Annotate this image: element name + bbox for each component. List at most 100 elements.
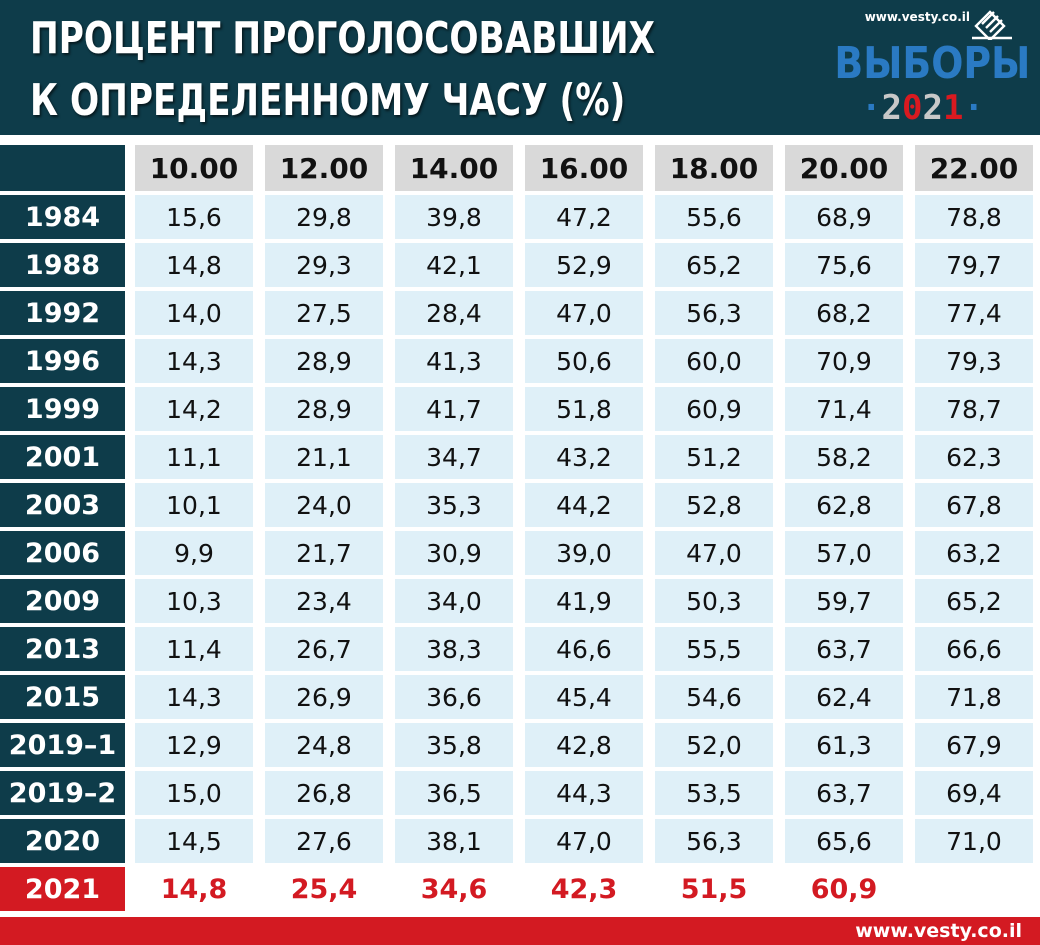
- turnout-cell: 14,0: [135, 289, 253, 335]
- turnout-cell: 68,9: [785, 193, 903, 239]
- year-label: 2019–2: [0, 769, 125, 815]
- turnout-cell: 26,8: [265, 769, 383, 815]
- turnout-cell: 28,9: [265, 385, 383, 431]
- title-line-1: ПРОЦЕНТ ПРОГОЛОСОВАВШИХ: [30, 13, 656, 64]
- turnout-cell: 10,3: [135, 577, 253, 623]
- turnout-cell: 10,1: [135, 481, 253, 527]
- header-banner: ПРОЦЕНТ ПРОГОЛОСОВАВШИХ К ОПРЕДЕЛЕННОМУ …: [0, 0, 1040, 135]
- turnout-cell: 27,5: [265, 289, 383, 335]
- turnout-cell: 60,0: [655, 337, 773, 383]
- turnout-cell: 15,6: [135, 193, 253, 239]
- turnout-cell: 44,2: [525, 481, 643, 527]
- year-label: 2006: [0, 529, 125, 575]
- ballot-box-icon: [972, 10, 1012, 40]
- turnout-cell: 77,4: [915, 289, 1033, 335]
- turnout-cell: 51,2: [655, 433, 773, 479]
- turnout-cell: 35,3: [395, 481, 513, 527]
- logo-year-digit: 0: [902, 88, 923, 128]
- turnout-cell: 65,6: [785, 817, 903, 863]
- title-line-2: К ОПРЕДЕЛЕННОМУ ЧАСУ (%): [30, 75, 626, 126]
- turnout-cell: 14,3: [135, 673, 253, 719]
- turnout-cell: 61,3: [785, 721, 903, 767]
- turnout-cell: 66,6: [915, 625, 1033, 671]
- logo-year-digit: 1: [942, 88, 964, 128]
- turnout-cell: 79,7: [915, 241, 1033, 287]
- turnout-cell: 46,6: [525, 625, 643, 671]
- year-label: 2021: [0, 865, 125, 911]
- turnout-cell: 47,0: [655, 529, 773, 575]
- turnout-cell: 21,7: [265, 529, 383, 575]
- turnout-cell: 29,8: [265, 193, 383, 239]
- turnout-cell: 59,7: [785, 577, 903, 623]
- turnout-cell: 56,3: [655, 817, 773, 863]
- table-corner: [0, 145, 125, 191]
- turnout-cell: 43,2: [525, 433, 643, 479]
- year-label: 2003: [0, 481, 125, 527]
- turnout-cell: 75,6: [785, 241, 903, 287]
- logo-word: ВЫБОРЫ: [834, 38, 1031, 89]
- turnout-cell: 57,0: [785, 529, 903, 575]
- hour-header: 16.00: [525, 145, 643, 191]
- turnout-cell: 65,2: [655, 241, 773, 287]
- turnout-cell: 38,1: [395, 817, 513, 863]
- turnout-cell: 60,9: [785, 865, 903, 911]
- turnout-cell: [915, 865, 1033, 911]
- turnout-cell: 42,8: [525, 721, 643, 767]
- footer-bar: www.vesty.co.il: [0, 917, 1040, 945]
- turnout-cell: 29,3: [265, 241, 383, 287]
- elections-logo: www.vesty.co.il ВЫБОРЫ ·2021·: [820, 6, 1031, 128]
- turnout-cell: 58,2: [785, 433, 903, 479]
- turnout-cell: 39,0: [525, 529, 643, 575]
- turnout-cell: 62,4: [785, 673, 903, 719]
- turnout-cell: 47,0: [525, 817, 643, 863]
- turnout-cell: 12,9: [135, 721, 253, 767]
- turnout-cell: 11,4: [135, 625, 253, 671]
- turnout-cell: 24,0: [265, 481, 383, 527]
- turnout-cell: 14,3: [135, 337, 253, 383]
- turnout-cell: 50,6: [525, 337, 643, 383]
- turnout-cell: 36,6: [395, 673, 513, 719]
- turnout-cell: 30,9: [395, 529, 513, 575]
- year-label: 1988: [0, 241, 125, 287]
- turnout-cell: 26,9: [265, 673, 383, 719]
- turnout-cell: 79,3: [915, 337, 1033, 383]
- turnout-cell: 70,9: [785, 337, 903, 383]
- turnout-cell: 63,2: [915, 529, 1033, 575]
- turnout-cell: 15,0: [135, 769, 253, 815]
- year-label: 1999: [0, 385, 125, 431]
- turnout-cell: 51,8: [525, 385, 643, 431]
- year-label: 2009: [0, 577, 125, 623]
- turnout-cell: 44,3: [525, 769, 643, 815]
- turnout-cell: 28,4: [395, 289, 513, 335]
- turnout-cell: 67,9: [915, 721, 1033, 767]
- turnout-cell: 9,9: [135, 529, 253, 575]
- turnout-cell: 63,7: [785, 769, 903, 815]
- logo-year: ·2021·: [861, 88, 984, 128]
- turnout-cell: 54,6: [655, 673, 773, 719]
- year-label: 1992: [0, 289, 125, 335]
- year-label: 2019–1: [0, 721, 125, 767]
- logo-year-digit: 2: [881, 88, 903, 128]
- turnout-cell: 55,5: [655, 625, 773, 671]
- turnout-cell: 27,6: [265, 817, 383, 863]
- hour-header: 14.00: [395, 145, 513, 191]
- turnout-cell: 21,1: [265, 433, 383, 479]
- turnout-cell: 14,8: [135, 865, 253, 911]
- year-label: 2020: [0, 817, 125, 863]
- turnout-cell: 28,9: [265, 337, 383, 383]
- turnout-cell: 11,1: [135, 433, 253, 479]
- page-title: ПРОЦЕНТ ПРОГОЛОСОВАВШИХ К ОПРЕДЕЛЕННОМУ …: [30, 8, 655, 132]
- hour-header: 20.00: [785, 145, 903, 191]
- turnout-cell: 34,7: [395, 433, 513, 479]
- hour-header: 18.00: [655, 145, 773, 191]
- turnout-cell: 71,8: [915, 673, 1033, 719]
- turnout-cell: 34,6: [395, 865, 513, 911]
- turnout-cell: 52,0: [655, 721, 773, 767]
- turnout-cell: 41,9: [525, 577, 643, 623]
- year-label: 2013: [0, 625, 125, 671]
- turnout-cell: 51,5: [655, 865, 773, 911]
- turnout-cell: 71,0: [915, 817, 1033, 863]
- year-label: 1984: [0, 193, 125, 239]
- turnout-cell: 26,7: [265, 625, 383, 671]
- turnout-cell: 41,3: [395, 337, 513, 383]
